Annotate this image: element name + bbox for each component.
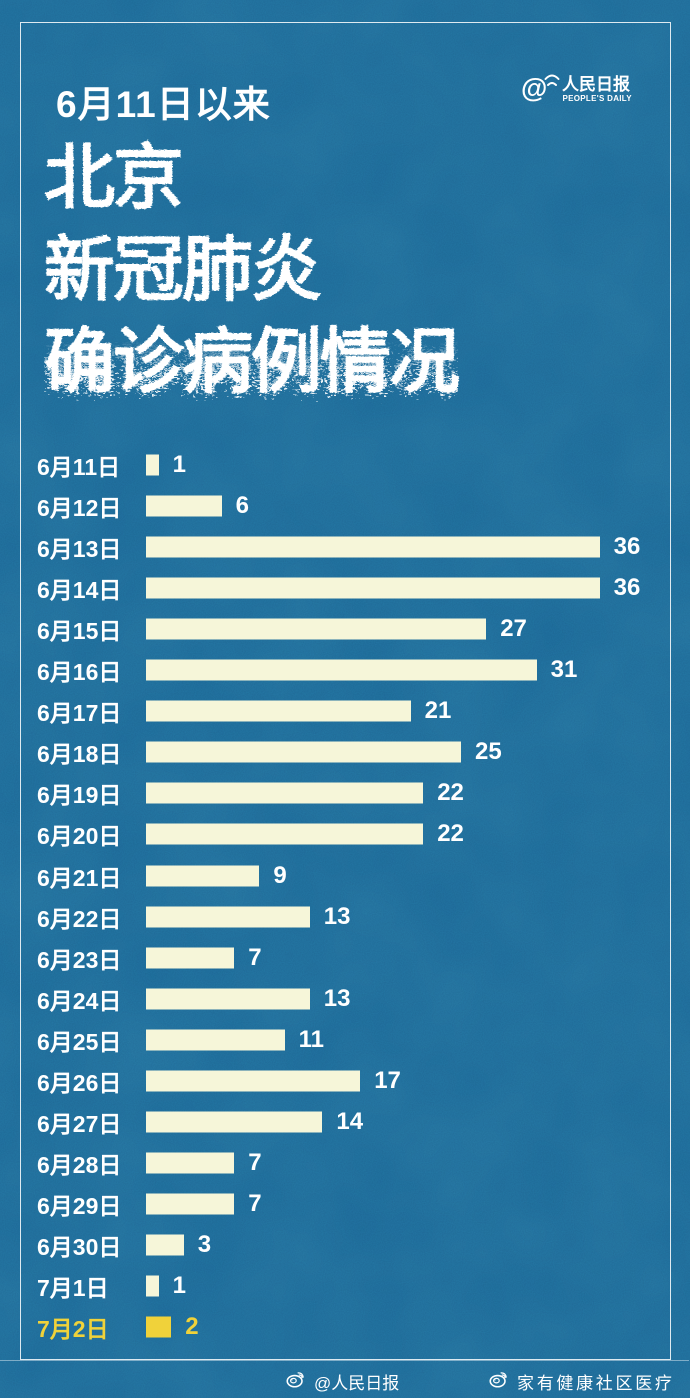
svg-text:人民日报: 人民日报 (562, 74, 630, 94)
svg-text:@: @ (521, 73, 547, 103)
svg-text:PEOPLE'S DAILY: PEOPLE'S DAILY (563, 94, 633, 103)
